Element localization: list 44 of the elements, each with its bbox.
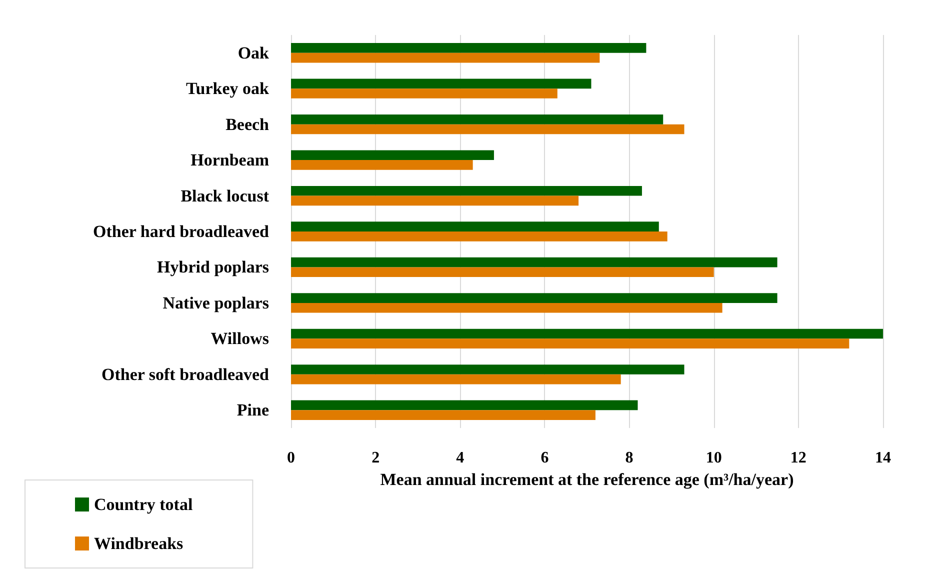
y-tick-label: Oak: [238, 43, 270, 62]
bar: [291, 114, 664, 124]
x-tick-label: 4: [456, 450, 464, 466]
bar: [291, 374, 621, 384]
bar: [291, 52, 600, 63]
bar: [291, 364, 684, 374]
bar: [291, 410, 596, 420]
bar: [291, 160, 473, 170]
bar: [291, 88, 558, 98]
y-tick-label: Hornbeam: [190, 150, 269, 170]
bar: [291, 186, 642, 196]
x-tick-label: 8: [625, 450, 634, 466]
bar: [291, 293, 778, 303]
bar: [291, 196, 579, 206]
y-tick-label: Other soft broadleaved: [102, 364, 270, 384]
y-tick-label: Turkey oak: [186, 79, 270, 98]
bar: [291, 232, 668, 242]
x-tick-label: 10: [706, 450, 722, 466]
x-tick-label: 0: [287, 450, 295, 466]
y-tick-label: Black locust: [180, 186, 270, 206]
y-tick-label: Willows: [210, 329, 270, 348]
bar: [291, 302, 722, 313]
y-tick-label: Beech: [226, 114, 270, 134]
bar: [291, 43, 646, 53]
legend-label: Windbreaks: [94, 534, 184, 553]
x-axis-title: Mean annual increment at the reference age (m³/ha/year): [380, 470, 794, 489]
x-tick-label: 2: [372, 450, 380, 466]
x-tick-label: 12: [790, 450, 806, 466]
y-tick-label: Hybrid poplars: [157, 258, 270, 277]
y-tick-label: Native poplars: [162, 293, 270, 312]
bar: [291, 78, 592, 89]
x-tick-label: 6: [540, 450, 549, 466]
bar: [291, 222, 659, 232]
bar: [291, 400, 638, 410]
y-tick-label: Other hard broadleaved: [93, 222, 270, 241]
bar: [291, 257, 778, 268]
legend-label: Country total: [94, 495, 193, 514]
bar: [291, 267, 714, 278]
x-tick-label: 14: [875, 450, 891, 466]
bar: [291, 124, 684, 134]
bar: [291, 338, 850, 349]
bar: [291, 328, 883, 339]
bar: [291, 150, 494, 160]
y-tick-label: Pine: [236, 400, 270, 420]
